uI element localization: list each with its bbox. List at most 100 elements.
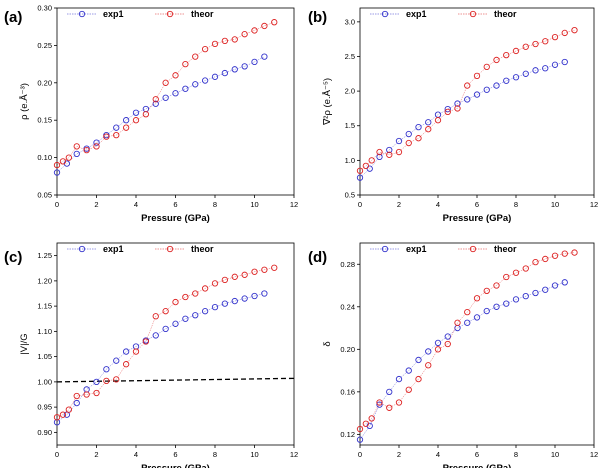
data-point <box>356 425 364 433</box>
data-point <box>221 276 229 284</box>
data-point <box>261 266 268 273</box>
data-point <box>561 279 568 286</box>
x-tick-label: 2 <box>94 200 98 209</box>
data-point <box>211 303 219 311</box>
data-point <box>473 295 481 302</box>
data-point <box>251 27 258 34</box>
series-line <box>359 29 575 171</box>
data-point <box>444 333 451 340</box>
panel-label: (d) <box>308 249 327 266</box>
data-point <box>512 269 520 276</box>
data-point <box>113 357 120 364</box>
data-point <box>386 388 393 395</box>
x-tick-label: 0 <box>55 450 59 459</box>
data-point <box>59 411 67 418</box>
data-point <box>241 295 248 302</box>
series-exp1 <box>356 279 568 443</box>
data-point <box>356 167 364 174</box>
data-point <box>362 162 369 170</box>
legend-entry: exp1 <box>370 244 427 254</box>
data-point <box>425 119 432 126</box>
x-tick-label: 0 <box>358 450 362 459</box>
data-point <box>464 308 471 316</box>
data-point <box>493 303 500 310</box>
data-point <box>65 406 73 413</box>
data-point <box>415 123 422 131</box>
data-point <box>192 81 199 88</box>
x-tick-label: 6 <box>475 200 479 209</box>
data-point <box>561 58 568 66</box>
y-tick-label: 0.05 <box>37 191 52 200</box>
data-point <box>182 60 189 68</box>
data-point <box>454 105 461 112</box>
data-point <box>83 386 90 393</box>
data-point <box>512 47 520 55</box>
series-exp1 <box>356 58 568 181</box>
data-point <box>251 58 258 66</box>
data-point <box>425 126 432 133</box>
series-theor <box>53 19 278 169</box>
data-point <box>561 250 568 257</box>
data-point <box>142 111 150 118</box>
x-tick-label: 8 <box>514 450 518 459</box>
data-point <box>454 319 461 326</box>
data-point <box>464 319 471 326</box>
data-point <box>93 143 100 150</box>
data-point <box>221 300 229 307</box>
series-line <box>359 252 575 430</box>
data-point <box>251 292 258 300</box>
data-point <box>503 51 510 59</box>
y-tick-label: 0.95 <box>37 403 52 412</box>
y-axis-title: δ <box>322 341 333 346</box>
data-point <box>211 73 219 80</box>
data-point <box>532 67 539 74</box>
series-exp1 <box>53 290 268 426</box>
y-tick-label: 0.20 <box>37 78 52 87</box>
x-tick-label: 6 <box>173 200 177 209</box>
data-point <box>415 356 422 364</box>
legend-entry: theor <box>155 9 214 19</box>
legend-entry: theor <box>458 244 517 254</box>
data-point <box>483 86 490 93</box>
panel-label: (c) <box>4 249 22 266</box>
data-point <box>493 282 500 289</box>
legend-entry: exp1 <box>67 9 124 19</box>
plot-frame <box>56 242 295 446</box>
data-point <box>241 271 248 278</box>
data-point <box>172 72 179 79</box>
y-tick-label: 0.5 <box>345 191 355 200</box>
data-point <box>395 399 403 406</box>
data-point <box>444 108 451 116</box>
legend-marker <box>166 245 174 253</box>
data-point <box>376 399 383 406</box>
x-tick-label: 10 <box>551 450 559 459</box>
legend-label: exp1 <box>103 244 124 254</box>
data-point <box>503 77 510 84</box>
data-point <box>532 258 539 266</box>
panel-1: (a) 0 2 4 6 8 10 12 0.05 0.10 0.15 0.20 0.25 0.30 Pres… <box>4 4 298 225</box>
data-point <box>122 348 130 355</box>
panel-2: (b) 0 2 4 6 8 10 12 0.5 1.0 1.5 2.0 2.5 3.0 Pressure (… <box>308 7 598 224</box>
legend-marker <box>166 10 174 18</box>
data-point <box>152 96 159 103</box>
data-point <box>73 392 80 400</box>
data-point <box>483 63 490 71</box>
data-point <box>182 315 189 322</box>
data-point <box>483 287 490 294</box>
data-point <box>522 43 529 50</box>
data-point <box>201 45 209 53</box>
data-point <box>261 290 268 297</box>
data-point <box>162 308 169 315</box>
legend-marker <box>78 10 86 18</box>
panel-label: (a) <box>4 9 22 26</box>
series-line <box>359 282 565 440</box>
data-point <box>152 100 159 107</box>
legend-label: theor <box>191 9 214 19</box>
data-point <box>473 72 481 80</box>
data-point <box>211 40 219 48</box>
data-point <box>231 36 238 43</box>
data-point <box>73 150 80 158</box>
x-tick-label: 4 <box>436 200 440 209</box>
data-point <box>571 27 578 34</box>
